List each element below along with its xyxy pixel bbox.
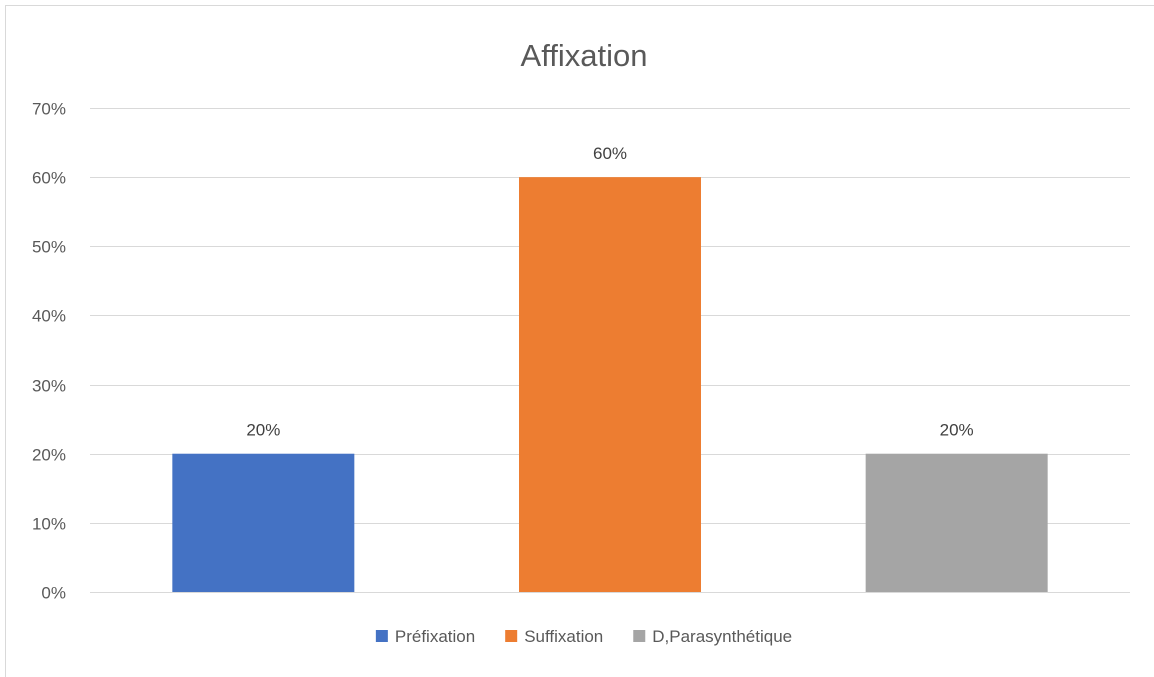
bar (865, 453, 1048, 592)
y-tick-label: 10% (32, 515, 66, 534)
legend: Préfixation Suffixation D,Parasynthétique (375, 627, 792, 646)
chart-title: Affixation (521, 38, 648, 73)
legend-swatch (505, 630, 518, 642)
legend-label: Préfixation (395, 627, 475, 646)
legend-label: Suffixation (524, 627, 603, 646)
data-labels: 20% 60% 20% (246, 144, 973, 440)
y-tick-label: 20% (32, 446, 66, 465)
bar (172, 453, 355, 592)
y-tick-label: 0% (41, 584, 66, 603)
y-tick-label: 50% (32, 238, 66, 257)
y-tick-label: 70% (32, 100, 66, 119)
bars (172, 177, 1048, 592)
y-tick-label: 30% (32, 377, 66, 396)
data-label: 20% (940, 421, 974, 440)
legend-swatch (375, 630, 388, 642)
legend-label: D,Parasynthétique (652, 627, 792, 646)
y-tick-label: 40% (32, 307, 66, 326)
data-label: 20% (246, 421, 280, 440)
bar (519, 177, 701, 592)
legend-swatch (633, 630, 646, 642)
data-label: 60% (593, 144, 627, 163)
y-axis-tick-labels: 0% 10% 20% 30% 40% 50% 60% 70% (32, 100, 66, 603)
y-tick-label: 60% (32, 169, 66, 188)
